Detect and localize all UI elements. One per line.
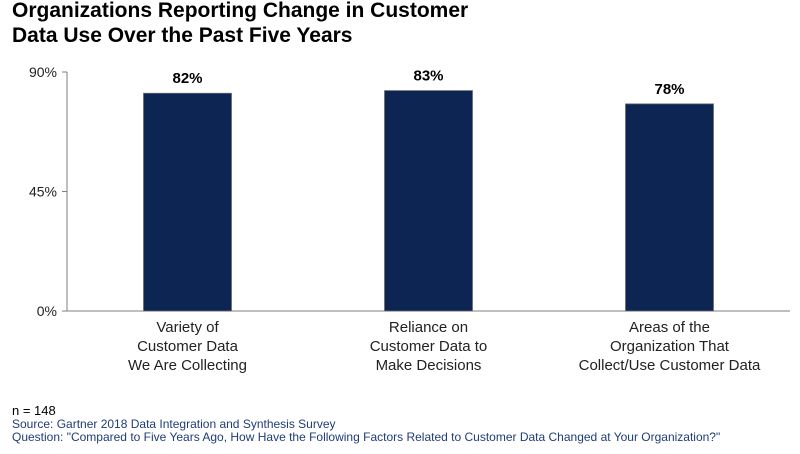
data-label: 83% [413, 68, 443, 85]
y-tick-label: 0% [37, 303, 57, 319]
bar [384, 90, 473, 312]
bar [625, 103, 714, 312]
x-category-label-line: Reliance on [388, 319, 469, 336]
bar-chart: 0% 45% 90% 82% 83% 78% [29, 64, 790, 319]
footnotes: n = 148 Source: Gartner 2018 Data Integr… [12, 403, 720, 444]
x-category-label: Variety of Customer Data We Are Collecting [78, 318, 298, 375]
bar [143, 92, 232, 312]
question-note: Question: "Compared to Five Years Ago, H… [12, 430, 721, 444]
sample-size: n = 148 [12, 403, 56, 418]
source-note: Source: Gartner 2018 Data Integration an… [12, 417, 336, 431]
y-tick-label: 45% [29, 184, 57, 200]
x-category-label-line: Customer Data to [369, 338, 488, 355]
x-category-label-line: Make Decisions [375, 357, 482, 374]
data-label: 78% [654, 81, 684, 98]
chart-title-line-1: Organizations Reporting Change in Custom… [12, 0, 469, 22]
x-category-label: Areas of the Organization That Collect/Use… [560, 318, 780, 375]
x-category-label-line: Customer Data [137, 338, 238, 355]
x-category-label-line: Variety of [156, 319, 219, 336]
chart-title: Organizations Reporting Change in Custom… [12, 0, 632, 48]
data-label: 82% [172, 70, 202, 87]
x-category-label-line: Areas of the [629, 319, 710, 336]
chart-title-line-2: Data Use Over the Past Five Years [12, 24, 353, 47]
y-tick-label: 90% [29, 64, 57, 80]
x-category-label-line: Organization That [610, 338, 729, 355]
x-category-label: Reliance on Customer Data to Make Decision… [319, 318, 539, 375]
x-category-label-line: Collect/Use Customer Data [578, 357, 761, 374]
x-category-label-line: We Are Collecting [128, 357, 247, 374]
